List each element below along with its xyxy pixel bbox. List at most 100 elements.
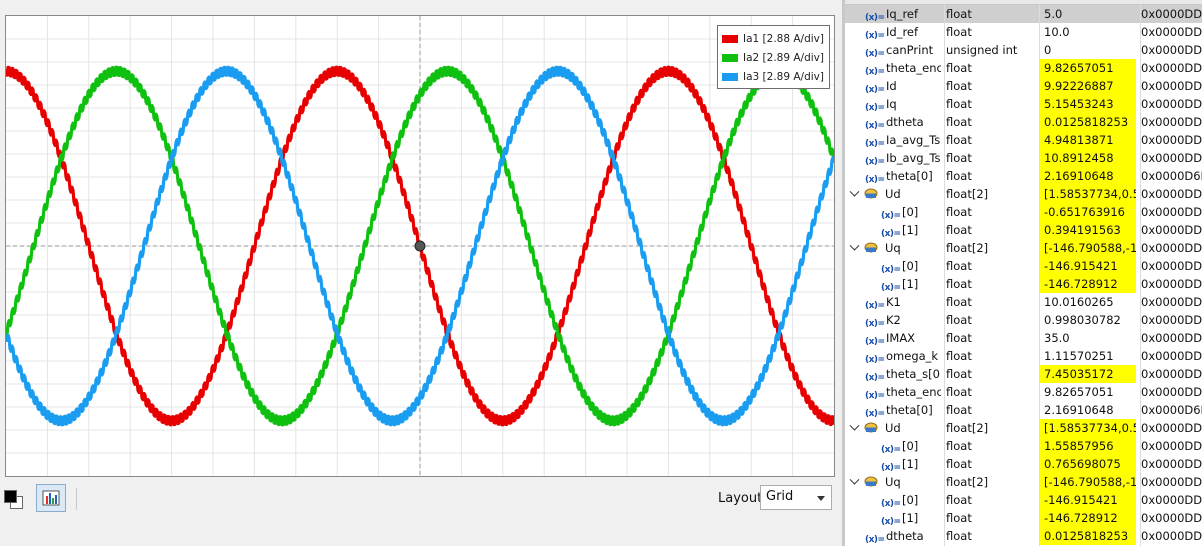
variable-value[interactable]: 0.0125818253 (1039, 113, 1136, 131)
variable-name: Iq_ref (886, 7, 919, 21)
variable-type: float (946, 79, 972, 93)
variable-row[interactable]: (x)=[1] float 0.765698075 0x0000DD6 (845, 455, 1202, 473)
variable-name-cell: (x)= [0] (845, 491, 941, 509)
variable-value[interactable]: 9.92226887 (1039, 77, 1136, 95)
variable-value[interactable]: 0.394191563 (1039, 221, 1136, 239)
variable-row[interactable]: (x)=theta_enc float 9.82657051 0x0000DDC (845, 383, 1202, 401)
variable-name: [1] (902, 511, 919, 525)
variable-value[interactable]: 9.82657051 (1039, 59, 1136, 77)
variable-row[interactable]: (x)=Iq_ref float 5.0 0x0000DDA (845, 5, 1202, 23)
variable-value[interactable]: 4.94813871 (1039, 131, 1136, 149)
variable-name: dtheta (886, 115, 924, 129)
chevron-down-icon[interactable] (849, 420, 860, 431)
variable-name: Ud (885, 187, 901, 201)
variable-row[interactable]: (x)=[0] float -146.915421 0x0000DD6 (845, 257, 1202, 275)
variable-value[interactable]: 0 (1044, 43, 1052, 57)
variable-value[interactable]: 35.0 (1044, 331, 1070, 345)
variable-type: float (946, 7, 972, 21)
variable-row[interactable]: (x)=K2 float 0.998030782 0x0000DDB (845, 311, 1202, 329)
chevron-down-icon[interactable] (849, 186, 860, 197)
variable-value[interactable]: 10.0160265 (1044, 295, 1114, 309)
variable-name: Id_ref (886, 25, 919, 39)
layout-dropdown[interactable]: Grid (760, 485, 832, 510)
chevron-down-icon[interactable] (849, 240, 860, 251)
variable-name-cell: (x)= dtheta (845, 527, 941, 545)
variable-name-cell: (x)= theta[0] (845, 167, 941, 185)
legend: Ia1 [2.88 A/div] Ia2 [2.89 A/div] Ia3 [2… (717, 25, 830, 89)
variable-value[interactable]: 9.82657051 (1044, 385, 1114, 399)
variable-row[interactable]: (x)=canPrint unsigned int 0 0x0000DD9 (845, 41, 1202, 59)
variable-row[interactable]: Ud float[2] [1.58537734,0.5... 0x0000DD6 (845, 419, 1202, 437)
variable-address: 0x0000DD6 (1141, 223, 1202, 237)
variable-value[interactable]: 10.0 (1044, 25, 1070, 39)
variable-row[interactable]: (x)=dtheta float 0.0125818253 0x0000DDC (845, 527, 1202, 545)
variable-type: float (946, 511, 972, 525)
variable-row[interactable]: (x)=theta_enc float 9.82657051 0x0000DDC (845, 59, 1202, 77)
variable-address: 0x0000DDA (1141, 79, 1202, 93)
splitter[interactable] (842, 0, 845, 546)
variable-value[interactable]: -146.728912 (1039, 509, 1136, 527)
variable-name-cell: (x)= dtheta (845, 113, 941, 131)
variable-address: 0x0000DD9 (1141, 133, 1202, 147)
variable-row[interactable]: (x)=omega_k float 1.11570251 0x0000DDC (845, 347, 1202, 365)
variable-value[interactable]: 2.16910648 (1044, 403, 1114, 417)
layout-label: Layout (718, 491, 763, 506)
variable-row[interactable]: (x)=Iq float 5.15453243 0x0000DDA (845, 95, 1202, 113)
variable-name: [0] (902, 439, 919, 453)
scope-plot[interactable]: Ia1 [2.88 A/div] Ia2 [2.89 A/div] Ia3 [2… (5, 15, 835, 477)
struct-icon (864, 476, 878, 487)
variable-row[interactable]: (x)=[1] float -146.728912 0x0000DD6 (845, 509, 1202, 527)
variable-row[interactable]: (x)=Ia_avg_Ts float 4.94813871 0x0000DD9 (845, 131, 1202, 149)
variable-address: 0x0000DDA (1141, 25, 1202, 39)
chart-view-button[interactable] (36, 484, 66, 512)
variable-address: 0x0000DDC (1141, 61, 1202, 75)
variable-value[interactable]: -146.728912 (1039, 275, 1136, 293)
variable-value[interactable]: -146.915421 (1039, 257, 1136, 275)
variable-value[interactable]: 0.0125818253 (1039, 527, 1136, 545)
variable-row[interactable]: (x)=[0] float 1.55857956 0x0000DD6 (845, 437, 1202, 455)
variable-value[interactable]: 5.15453243 (1039, 95, 1136, 113)
variable-value[interactable]: -146.915421 (1039, 491, 1136, 509)
variable-value[interactable]: 10.8912458 (1039, 149, 1136, 167)
variable-address: 0x0000DDA (1141, 7, 1202, 21)
variable-value[interactable]: 1.55857956 (1039, 437, 1136, 455)
variable-row[interactable]: Uq float[2] [-146.790588,-1... 0x0000DD6 (845, 239, 1202, 257)
variable-row[interactable]: (x)=[0] float -146.915421 0x0000DD6 (845, 491, 1202, 509)
variable-row[interactable]: (x)=Id float 9.92226887 0x0000DDA (845, 77, 1202, 95)
variable-row[interactable]: (x)= theta[0] float 2.16910648 0x0000D6B (845, 167, 1202, 185)
variable-value[interactable]: 7.45035172 (1039, 365, 1136, 383)
variable-row[interactable]: (x)=theta_s[0] float 7.45035172 0x0000DD7 (845, 365, 1202, 383)
variable-value[interactable]: 5.0 (1044, 7, 1063, 21)
variable-value[interactable]: 1.11570251 (1044, 349, 1114, 363)
variable-value[interactable]: [-146.790588,-1... (1039, 473, 1136, 491)
variable-icon: (x)= (865, 391, 885, 401)
chevron-down-icon[interactable] (849, 474, 860, 485)
variable-row[interactable]: (x)=[1] float 0.394191563 0x0000DD6 (845, 221, 1202, 239)
variable-row[interactable]: (x)=K1 float 10.0160265 0x0000DDB (845, 293, 1202, 311)
variable-icon: (x)= (865, 337, 885, 347)
variable-address: 0x0000DD7 (1141, 367, 1202, 381)
variable-value[interactable]: [-146.790588,-1... (1039, 239, 1136, 257)
color-picker-icon[interactable] (4, 490, 23, 509)
variable-row[interactable]: Ud float[2] [1.58537734,0.5... 0x0000DD6 (845, 185, 1202, 203)
variable-row[interactable]: (x)=[1] float -146.728912 0x0000DD6 (845, 275, 1202, 293)
variable-row[interactable]: (x)=dtheta float 0.0125818253 0x0000DDC (845, 113, 1202, 131)
variable-type: float (946, 25, 972, 39)
variable-row[interactable]: (x)= theta[0] float 2.16910648 0x0000D6B (845, 401, 1202, 419)
variable-value[interactable]: 2.16910648 (1039, 167, 1136, 185)
variable-value[interactable]: [1.58537734,0.5... (1039, 419, 1136, 437)
variable-value[interactable]: 0.998030782 (1044, 313, 1121, 327)
variable-row[interactable]: (x)=Id_ref float 10.0 0x0000DDA (845, 23, 1202, 41)
variable-row[interactable]: (x)=[0] float -0.651763916 0x0000DD6 (845, 203, 1202, 221)
variable-type: float (946, 259, 972, 273)
variable-row[interactable]: (x)=Ib_avg_Ts float 10.8912458 0x0000DD9 (845, 149, 1202, 167)
variable-row[interactable]: Uq float[2] [-146.790588,-1... 0x0000DD6 (845, 473, 1202, 491)
variable-name-cell: (x)= Iq (845, 95, 941, 113)
variable-icon: (x)= (865, 409, 885, 419)
variable-type: float (946, 457, 972, 471)
variable-value[interactable]: [1.58537734,0.5... (1039, 185, 1136, 203)
variable-row[interactable]: (x)=IMAX float 35.0 0x0000DDA (845, 329, 1202, 347)
variable-value[interactable]: -0.651763916 (1039, 203, 1136, 221)
variable-type: float (946, 169, 972, 183)
variable-value[interactable]: 0.765698075 (1039, 455, 1136, 473)
